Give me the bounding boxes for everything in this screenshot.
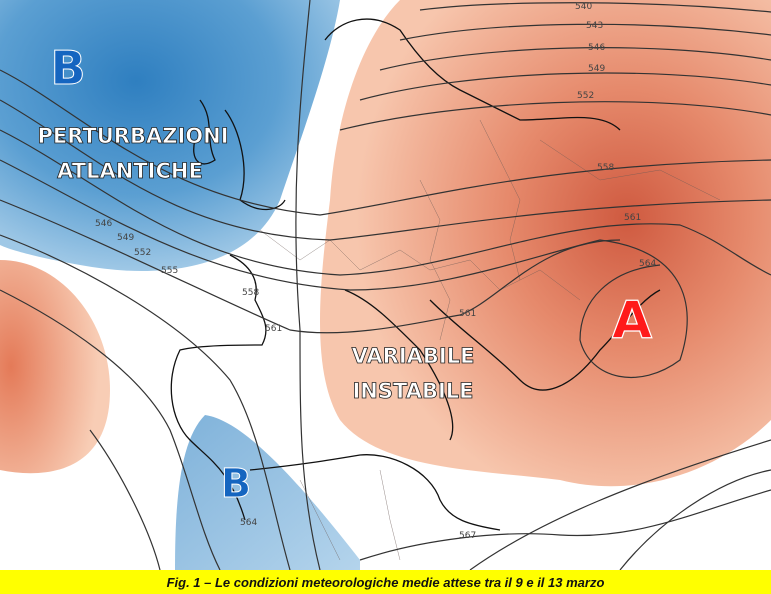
contour-label: 543	[586, 21, 603, 31]
contour-label: 552	[134, 248, 151, 258]
figure-caption: Fig. 1 – Le condizioni meteorologiche me…	[0, 570, 771, 594]
region-label-atlantic: PERTURBAZIONI	[37, 124, 228, 148]
high-pressure-symbol: A	[612, 291, 652, 351]
contour-label: 549	[588, 64, 605, 74]
contour-label: 546	[588, 43, 605, 53]
contour-label: 567	[459, 531, 476, 541]
contour-label: 549	[117, 233, 134, 243]
contour-label: 561	[265, 324, 282, 334]
high-anomaly-europe	[320, 0, 771, 487]
contour-label: 558	[242, 288, 259, 298]
low-pressure-symbol-iberia: B	[221, 461, 252, 507]
contour-label: 540	[575, 2, 592, 12]
shading	[0, 0, 771, 570]
geopotential-anomaly-map: 540 543 546 549 552 558 561 564 546 549 …	[0, 0, 771, 570]
low-anomaly-atlantic	[0, 0, 340, 272]
contour-label: 555	[161, 266, 178, 276]
contour-label: 561	[459, 309, 476, 319]
region-label-central: INSTABILE	[352, 379, 473, 403]
contour-label: 564	[240, 518, 257, 528]
contour-label: 564	[639, 259, 656, 269]
contour-labels: 540 543 546 549 552 558 561 564 546 549 …	[95, 2, 656, 541]
contour-label: 552	[577, 91, 594, 101]
contour-label: 561	[624, 213, 641, 223]
low-anomaly-iberia	[175, 415, 360, 570]
region-label-central: VARIABILE	[352, 344, 475, 368]
low-pressure-symbol-atlantic: B	[50, 41, 85, 95]
annotations: B PERTURBAZIONI ATLANTICHE VARIABILE INS…	[37, 41, 653, 508]
region-label-atlantic: ATLANTICHE	[57, 159, 203, 183]
contour-label: 558	[597, 163, 614, 173]
contour-label: 546	[95, 219, 112, 229]
high-anomaly-atlantic-west	[0, 260, 110, 474]
isolines	[0, 0, 771, 570]
